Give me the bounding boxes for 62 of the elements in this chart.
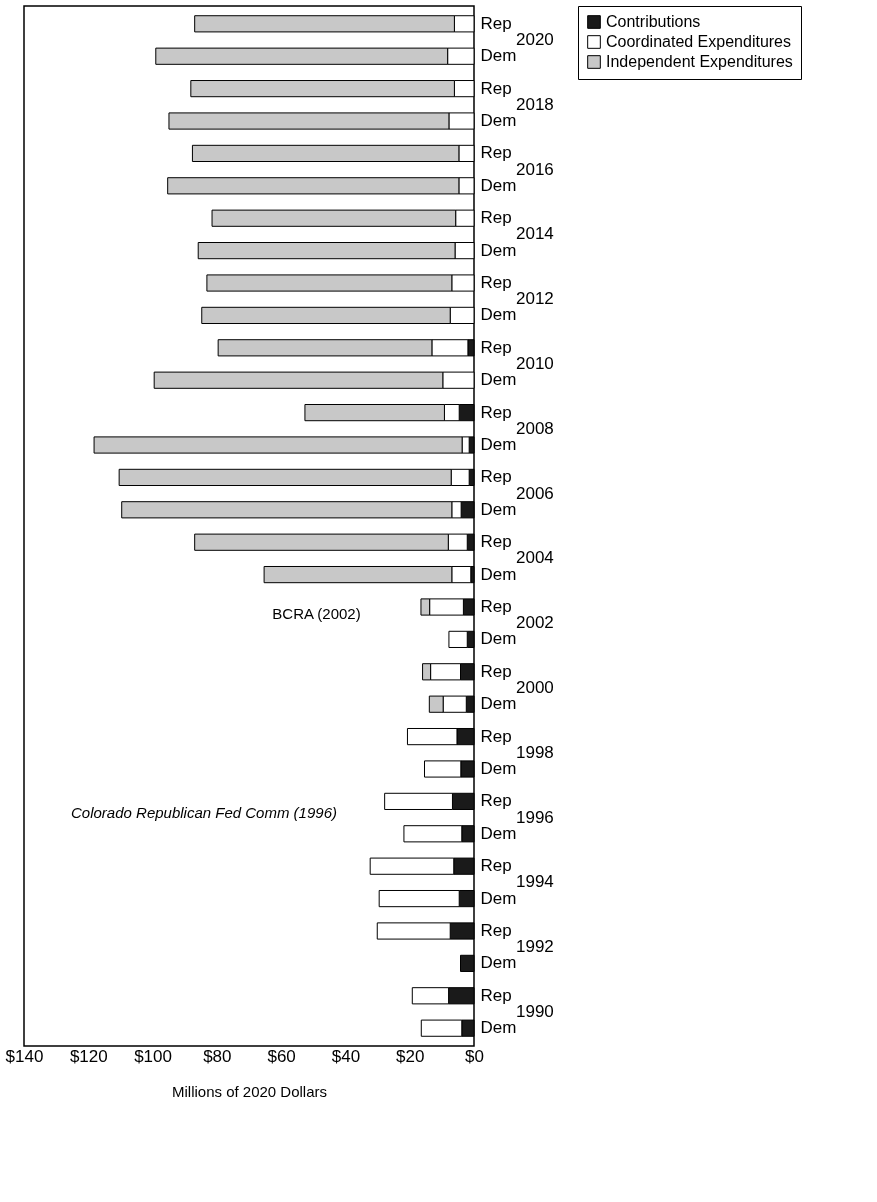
y-tick-label: Dem xyxy=(480,370,517,390)
y-tick-label: Rep xyxy=(480,467,512,487)
y-tick-label: Rep xyxy=(480,143,512,163)
y-tick-label: Dem xyxy=(480,629,517,649)
legend-label: Independent Expenditures xyxy=(606,53,793,70)
x-tick-label: $80 xyxy=(203,1046,232,1066)
text: 2004 xyxy=(516,548,554,568)
x-tick-label: $0 xyxy=(465,1046,484,1066)
annotation: Colorado Republican Fed Comm (1996) xyxy=(71,804,337,822)
text: 2020 xyxy=(516,30,554,50)
text: 1990 xyxy=(516,1002,554,1022)
text: 2016 xyxy=(516,159,554,179)
x-tick-label: $20 xyxy=(396,1046,425,1066)
y-tick-label: Rep xyxy=(480,920,512,940)
x-axis-title: Millions of 2020 Dollars xyxy=(171,1082,328,1100)
y-tick-label: Dem xyxy=(480,564,517,584)
text: 1992 xyxy=(516,937,554,957)
x-tick-label: $140 xyxy=(5,1046,44,1066)
y-tick-label: Rep xyxy=(480,661,512,681)
text: 1996 xyxy=(516,807,554,827)
y-tick-label: Rep xyxy=(480,78,512,98)
text: 2014 xyxy=(516,224,554,244)
text: 2008 xyxy=(516,418,554,438)
x-tick-label: $100 xyxy=(134,1046,172,1066)
x-tick-label: $40 xyxy=(331,1046,361,1066)
text: 2002 xyxy=(516,613,554,633)
y-tick-label: Rep xyxy=(480,337,512,357)
y-tick-label: Dem xyxy=(480,305,517,325)
x-tick-label: $60 xyxy=(267,1046,296,1066)
y-tick-label: Dem xyxy=(480,888,517,908)
legend-label: Contributions xyxy=(606,13,701,30)
text: 2006 xyxy=(516,483,554,503)
y-tick-label: Rep xyxy=(480,532,512,552)
y-tick-label: Dem xyxy=(480,499,517,519)
text: 2000 xyxy=(516,678,554,698)
text: 1998 xyxy=(516,742,554,762)
y-tick-label: Dem xyxy=(480,46,517,66)
y-tick-label: Dem xyxy=(480,694,517,714)
y-tick-label: Rep xyxy=(480,13,512,33)
y-tick-label: Dem xyxy=(480,758,517,778)
y-tick-label: Rep xyxy=(480,402,512,422)
y-tick-label: Dem xyxy=(480,435,517,454)
y-tick-label: Rep xyxy=(480,597,512,616)
text: 2012 xyxy=(516,289,554,309)
text: 2018 xyxy=(516,94,554,114)
y-tick-label: Dem xyxy=(480,823,517,843)
y-tick-label: Dem xyxy=(480,175,517,195)
y-tick-label: Dem xyxy=(480,240,517,260)
y-tick-label: Rep xyxy=(480,856,512,876)
y-tick-label: Rep xyxy=(480,985,512,1005)
y-tick-label: Rep xyxy=(480,726,512,746)
y-tick-label: Rep xyxy=(480,273,512,293)
y-tick-label: Dem xyxy=(480,1018,517,1038)
y-tick-label: Dem xyxy=(480,953,517,973)
x-tick-label: $120 xyxy=(69,1046,108,1066)
y-tick-label: Rep xyxy=(480,208,512,228)
annotation: BCRA (2002) xyxy=(272,605,361,623)
y-tick-label: Rep xyxy=(480,791,512,811)
text: 2010 xyxy=(516,354,554,374)
legend-label: Coordinated Expenditures xyxy=(606,33,792,50)
y-tick-label: Dem xyxy=(480,111,517,131)
text: 1994 xyxy=(516,872,554,892)
